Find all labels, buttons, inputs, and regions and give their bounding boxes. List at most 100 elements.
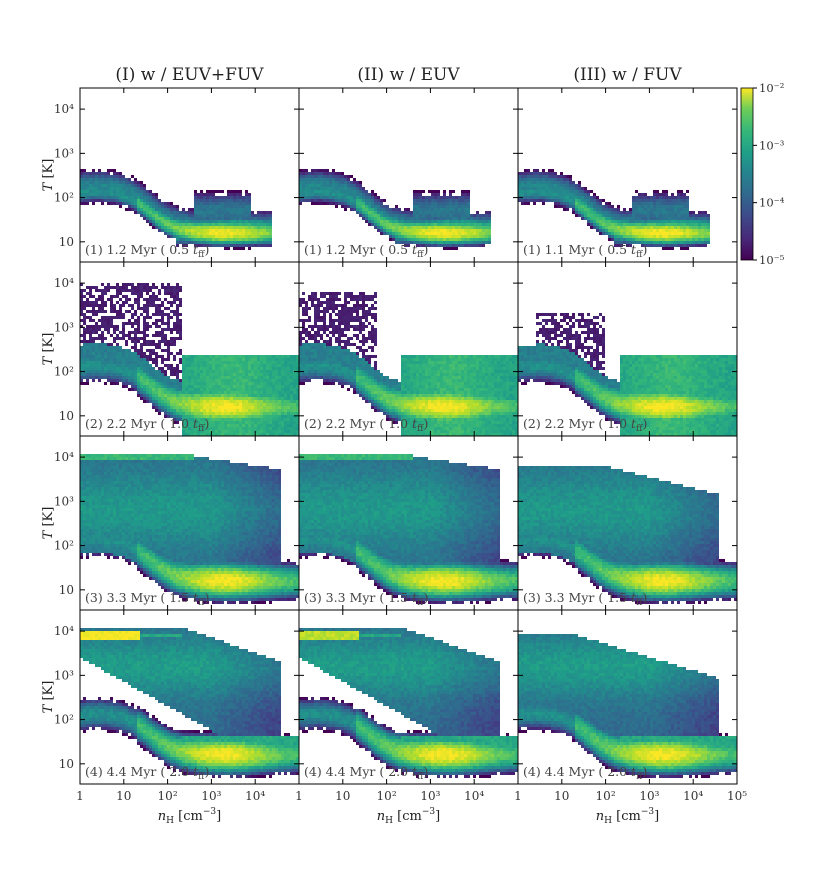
heatmap-cell: [437, 241, 440, 244]
heatmap-cell: [179, 394, 182, 397]
heatmap-cell: [80, 379, 83, 382]
heatmap-cell: [308, 346, 311, 349]
heatmap-cell: [122, 181, 125, 184]
heatmap-cell: [311, 346, 314, 349]
heatmap-cell: [485, 220, 488, 223]
heatmap-cell: [323, 307, 326, 310]
heatmap-cell: [194, 244, 197, 247]
heatmap-cell: [215, 208, 218, 211]
heatmap-cell: [233, 199, 236, 202]
heatmap-cell: [260, 367, 263, 370]
heatmap-cell: [572, 208, 575, 211]
heatmap-cell: [266, 379, 269, 382]
heatmap-cell: [158, 355, 161, 358]
heatmap-cell: [584, 196, 587, 199]
heatmap-cell: [614, 208, 617, 211]
heatmap-cell: [134, 367, 137, 370]
heatmap-cell: [263, 418, 266, 421]
heatmap-cell: [158, 202, 161, 205]
heatmap-cell: [86, 301, 89, 304]
heatmap-cell: [140, 355, 143, 358]
heatmap-cell: [149, 190, 152, 193]
heatmap-cell: [599, 199, 602, 202]
heatmap-cell: [359, 202, 362, 205]
heatmap-cell: [110, 181, 113, 184]
heatmap-cell: [290, 379, 293, 382]
heatmap-cell: [260, 232, 263, 235]
heatmap-cell: [659, 229, 662, 232]
heatmap-cell: [581, 205, 584, 208]
heatmap-cell: [161, 376, 164, 379]
heatmap-cell: [104, 367, 107, 370]
heatmap-cell: [125, 376, 128, 379]
heatmap-cell: [221, 235, 224, 238]
heatmap-cell: [107, 370, 110, 373]
heatmap-cell: [419, 220, 422, 223]
heatmap-cell: [659, 241, 662, 244]
heatmap-cell: [98, 289, 101, 292]
heatmap-cell: [155, 391, 158, 394]
heatmap-cell: [695, 235, 698, 238]
heatmap-cell: [572, 184, 575, 187]
heatmap-cell: [593, 193, 596, 196]
heatmap-cell: [365, 193, 368, 196]
heatmap-cell: [158, 298, 161, 301]
heatmap-cell: [86, 355, 89, 358]
heatmap-cell: [224, 406, 227, 409]
heatmap-cell: [527, 181, 530, 184]
heatmap-cell: [635, 208, 638, 211]
heatmap-cell: [296, 427, 299, 430]
heatmap-cell: [440, 199, 443, 202]
heatmap-cell: [287, 385, 290, 388]
heatmap-cell: [95, 337, 98, 340]
heatmap-cell: [311, 301, 314, 304]
heatmap-cell: [632, 208, 635, 211]
heatmap-cell: [155, 226, 158, 229]
heatmap-cell: [668, 220, 671, 223]
heatmap-cell: [668, 226, 671, 229]
heatmap-cell: [629, 220, 632, 223]
heatmap-cell: [392, 232, 395, 235]
heatmap-cell: [197, 199, 200, 202]
heatmap-cell: [86, 196, 89, 199]
heatmap-cell: [464, 220, 467, 223]
heatmap-cell: [335, 184, 338, 187]
heatmap-cell: [194, 400, 197, 403]
heatmap-cell: [476, 229, 479, 232]
heatmap-cell: [323, 184, 326, 187]
heatmap-cell: [188, 355, 191, 358]
heatmap-cell: [137, 196, 140, 199]
heatmap-cell: [257, 403, 260, 406]
heatmap-cell: [251, 229, 254, 232]
heatmap-cell: [260, 211, 263, 214]
heatmap-cell: [350, 190, 353, 193]
heatmap-cell: [665, 235, 668, 238]
heatmap-cell: [95, 361, 98, 364]
heatmap-cell: [179, 319, 182, 322]
heatmap-cell: [269, 424, 272, 427]
heatmap-cell: [290, 433, 293, 436]
heatmap-cell: [443, 214, 446, 217]
heatmap-cell: [668, 205, 671, 208]
heatmap-cell: [266, 220, 269, 223]
heatmap-cell: [236, 232, 239, 235]
heatmap-cell: [260, 424, 263, 427]
heatmap-cell: [233, 232, 236, 235]
heatmap-cell: [446, 214, 449, 217]
heatmap-cell: [314, 307, 317, 310]
heatmap-cell: [92, 331, 95, 334]
heatmap-cell: [242, 409, 245, 412]
heatmap-cell: [398, 214, 401, 217]
heatmap-cell: [272, 361, 275, 364]
heatmap-cell: [143, 385, 146, 388]
heatmap-cell: [356, 196, 359, 199]
heatmap-cell: [320, 175, 323, 178]
heatmap-cell: [662, 229, 665, 232]
heatmap-cell: [242, 358, 245, 361]
heatmap-cell: [128, 202, 131, 205]
heatmap-cell: [194, 385, 197, 388]
heatmap-cell: [161, 337, 164, 340]
heatmap-cell: [668, 241, 671, 244]
heatmap-cell: [239, 355, 242, 358]
heatmap-cell: [671, 211, 674, 214]
